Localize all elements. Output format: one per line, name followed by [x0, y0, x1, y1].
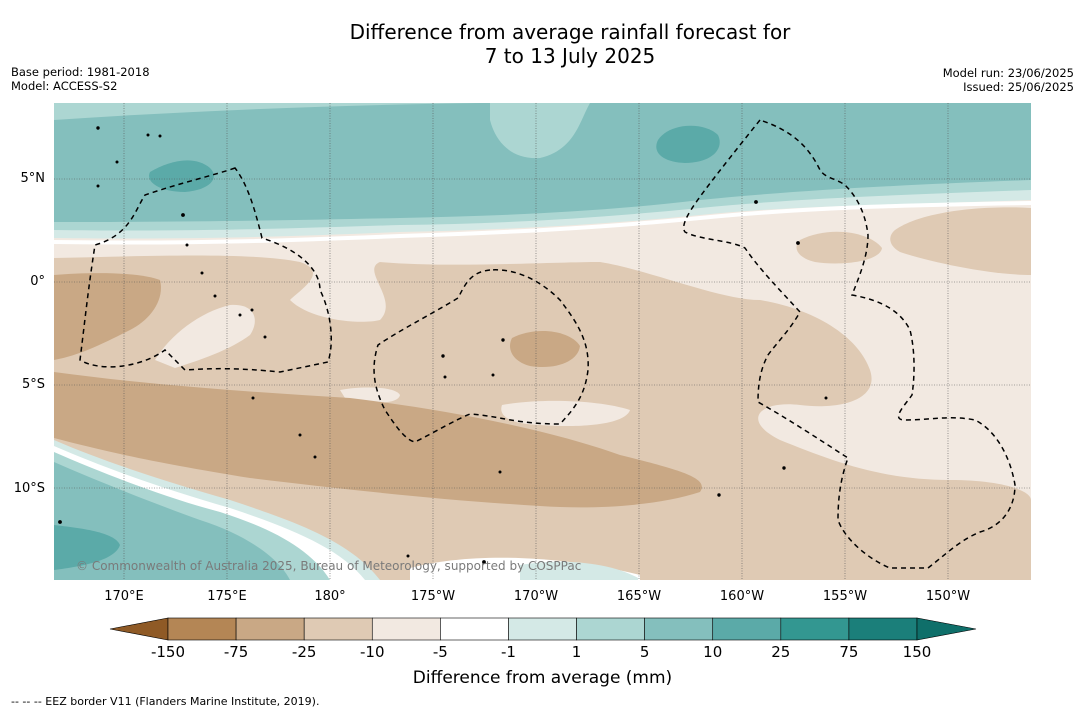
brown-light-patch-east-1: [796, 231, 882, 264]
teal-strong-patch-south: [54, 525, 120, 570]
copyright-credit: © Commonwealth of Australia 2025, Bureau…: [76, 559, 582, 573]
colorbar-tick-label: -150: [150, 643, 186, 661]
lon-label-160w: 160°W: [719, 589, 765, 604]
colorbar-cell: [235, 617, 305, 641]
colorbar-tick-label: 1: [571, 643, 582, 661]
base-period: Base period: 1981-2018: [11, 65, 150, 79]
lon-label-165w: 165°W: [616, 589, 662, 604]
model-name: Model: ACCESS-S2: [11, 79, 118, 93]
lon-label-175w: 175°W: [410, 589, 456, 604]
colorbar-tick-label: 75: [839, 643, 859, 661]
colorbar-cell: [780, 617, 850, 641]
colorbar-cell: [440, 617, 509, 641]
meta-left: Base period: 1981-2018 Model: ACCESS-S2: [11, 65, 150, 93]
teal-light-patch-north: [490, 103, 590, 159]
lon-label-155w: 155°W: [822, 589, 868, 604]
teal-strong-patch-2: [656, 125, 720, 163]
meta-right: Model run: 23/06/2025 Issued: 25/06/2025: [943, 66, 1074, 94]
lon-label-170e: 170°E: [104, 589, 144, 604]
lat-label-5s: 5°S: [21, 377, 45, 392]
colorbar-cell: [371, 617, 441, 641]
lon-label-180: 180°: [314, 589, 346, 604]
colorbar-tick-label: -25: [291, 643, 317, 661]
colorbar-cell: [508, 617, 577, 641]
brown-light-patch-east-2: [890, 207, 1031, 275]
eez-border-west: [79, 167, 333, 373]
lat-label-5n: 5°N: [20, 171, 46, 186]
issued-date: Issued: 25/06/2025: [963, 80, 1074, 94]
anomaly-field: [54, 103, 1031, 580]
colorbar-tick-label: 5: [639, 643, 650, 661]
brown-mid-band: [54, 372, 702, 508]
colorbar-arrow-low: [109, 617, 169, 641]
pale-pocket-2: [501, 400, 630, 427]
brown-mid-patch: [510, 331, 580, 368]
colorbar-cell: [167, 617, 237, 641]
islands: [58, 126, 828, 564]
colorbar-tick-label: 150: [902, 643, 932, 661]
eez-border-east: [683, 119, 1016, 569]
teal-mid-band-north: [54, 103, 1031, 222]
colorbar-cell: [303, 617, 373, 641]
colorbar-cell: [712, 617, 782, 641]
colorbar-tick-label: -10: [360, 643, 385, 661]
near-zero-line: [54, 201, 1031, 245]
brown-mid-west: [54, 273, 161, 360]
lon-label-150w: 150°W: [925, 589, 971, 604]
colorbar-cell: [644, 617, 714, 641]
lat-label-10s: 10°S: [13, 481, 45, 496]
lat-label-0: 0°: [30, 274, 45, 289]
model-run: Model run: 23/06/2025: [942, 66, 1074, 80]
colorbar-cell: [848, 617, 918, 641]
colorbar: [109, 617, 977, 641]
colorbar-cell: [576, 617, 645, 641]
eez-borders: [79, 119, 1016, 569]
colorbar-tick-label: 10: [703, 643, 723, 661]
colorbar-label: Difference from average (mm): [412, 668, 673, 688]
title-line-1: Difference from average rainfall forecas…: [349, 20, 791, 44]
title-line-2: 7 to 13 July 2025: [484, 44, 656, 68]
pale-pocket-1: [155, 304, 255, 368]
colorbar-tick-label: -5: [432, 643, 448, 661]
colorbar-arrow-high: [916, 617, 977, 641]
graticule: [54, 103, 1031, 580]
colorbar-tick-label: -1: [500, 643, 516, 661]
teal-pale-patch-south: [520, 561, 638, 580]
lon-label-170w: 170°W: [513, 589, 559, 604]
map-title: Difference from average rainfall forecas…: [0, 20, 1085, 68]
eez-border-central: [373, 269, 589, 443]
colorbar-tick-label: 25: [771, 643, 791, 661]
eez-footnote: -- -- -- EEZ border V11 (Flanders Marine…: [11, 695, 320, 708]
teal-strong-patch-1: [149, 160, 214, 192]
colorbar-tick-label: -75: [223, 643, 249, 661]
lon-label-175e: 175°E: [207, 589, 247, 604]
